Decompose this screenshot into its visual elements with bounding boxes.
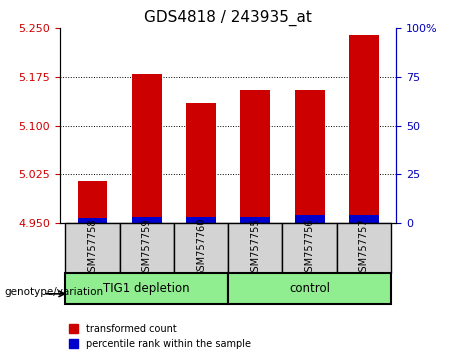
Bar: [65, 223, 120, 273]
Bar: [228, 273, 391, 304]
Bar: [132, 217, 162, 223]
Bar: [240, 90, 270, 223]
Bar: [186, 217, 216, 223]
Bar: [186, 103, 216, 223]
Bar: [120, 223, 174, 273]
Text: TIG1 depletion: TIG1 depletion: [103, 282, 190, 295]
Bar: [349, 35, 379, 223]
Bar: [77, 218, 107, 223]
Legend: transformed count, percentile rank within the sample: transformed count, percentile rank withi…: [65, 320, 255, 353]
Bar: [65, 273, 228, 304]
Bar: [228, 223, 283, 273]
Text: GSM757756: GSM757756: [305, 218, 314, 278]
Title: GDS4818 / 243935_at: GDS4818 / 243935_at: [144, 9, 312, 25]
Text: genotype/variation: genotype/variation: [5, 287, 104, 297]
Bar: [349, 215, 379, 223]
Text: control: control: [289, 282, 330, 295]
Bar: [132, 74, 162, 223]
Text: GSM757760: GSM757760: [196, 218, 206, 278]
Bar: [295, 90, 325, 223]
Text: GSM757758: GSM757758: [88, 218, 97, 278]
Bar: [295, 215, 325, 223]
Text: GSM757759: GSM757759: [142, 218, 152, 278]
Bar: [283, 223, 337, 273]
Bar: [174, 223, 228, 273]
Text: GSM757755: GSM757755: [250, 218, 260, 278]
Text: GSM757757: GSM757757: [359, 218, 369, 278]
Bar: [240, 217, 270, 223]
Bar: [337, 223, 391, 273]
Bar: [77, 181, 107, 223]
